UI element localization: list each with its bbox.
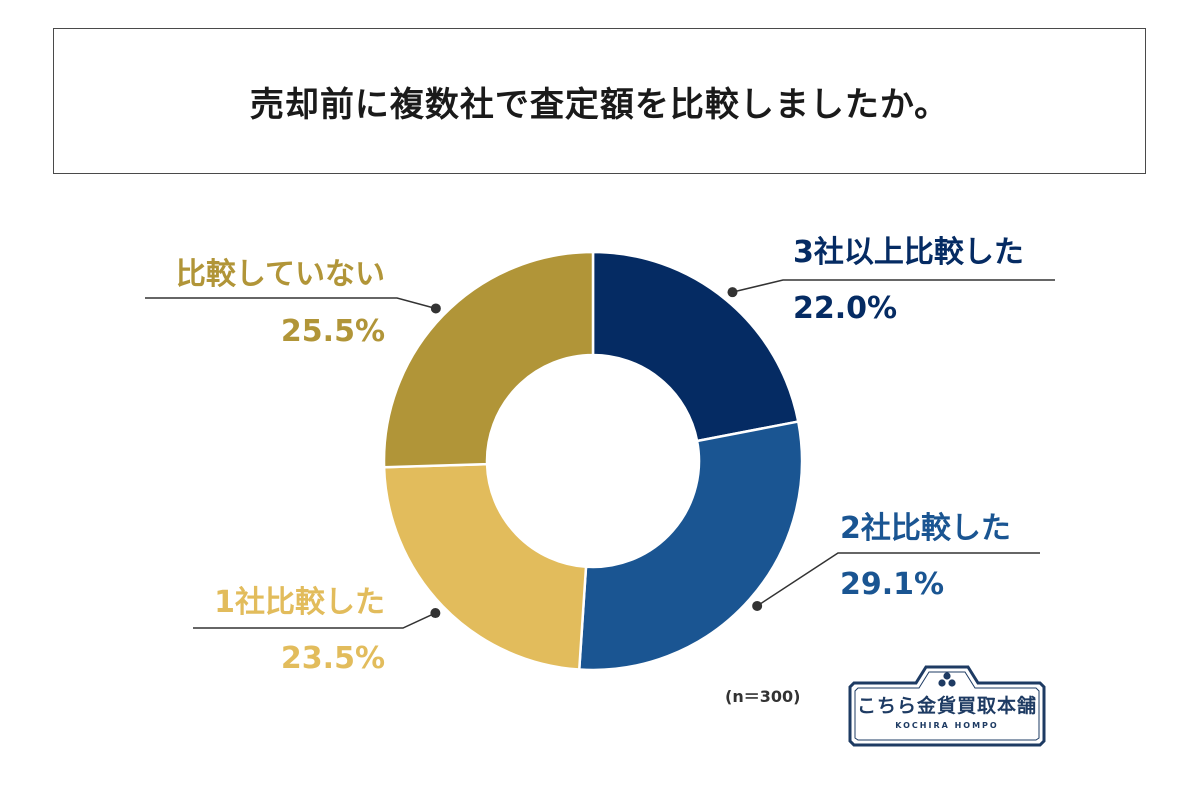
- title-box: 売却前に複数社で査定額を比較しましたか。: [53, 28, 1146, 174]
- slice-labels: 3社以上比較した 22.0% 2社比較した 29.1% 1社比較した 23.5% 比較してい…: [145, 235, 1055, 676]
- slice-category-label: 1社比較した: [214, 585, 385, 620]
- leader-line: [732, 279, 1055, 293]
- leader-line: [193, 612, 436, 629]
- leader-line: [145, 297, 437, 310]
- donut-slice: [577, 420, 804, 672]
- chart-title: 売却前に複数社で査定額を比較しましたか。: [249, 84, 950, 125]
- brand-logo: こちら金貨買取本舗 KOCHIRA HOMPO: [846, 661, 1048, 747]
- slice-value-label: 23.5%: [281, 641, 385, 676]
- logo-frame-icon: [848, 665, 1046, 747]
- donut-slices: [382, 250, 804, 672]
- donut-slice: [382, 250, 595, 469]
- logo-name: こちら金貨買取本舗: [856, 695, 1037, 717]
- slice-category-label: 比較していない: [176, 257, 385, 292]
- slice-category-label: 3社以上比較した: [793, 235, 1024, 270]
- slice-value-label: 25.5%: [281, 314, 385, 349]
- leader-line: [756, 552, 1040, 607]
- logo-subtitle: KOCHIRA HOMPO: [895, 721, 999, 730]
- donut-slice: [382, 462, 588, 671]
- donut-slice: [591, 250, 800, 443]
- sample-size-note: (n＝300): [725, 687, 801, 706]
- slice-value-label: 22.0%: [793, 291, 897, 326]
- slice-category-label: 2社比較した: [840, 511, 1011, 546]
- slice-value-label: 29.1%: [840, 567, 944, 602]
